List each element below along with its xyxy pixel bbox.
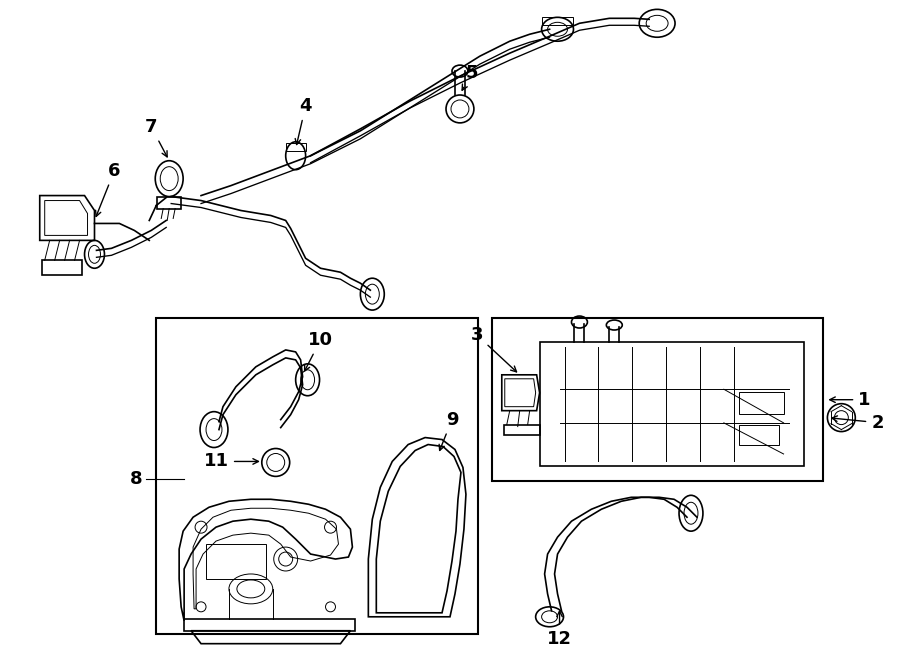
Bar [739, 392, 784, 414]
Text: 7: 7 [145, 118, 167, 157]
Text: 9: 9 [439, 410, 458, 450]
Text: 2: 2 [832, 414, 884, 432]
Bar [157, 318, 478, 634]
Text: 12: 12 [547, 611, 572, 648]
Bar [206, 544, 266, 579]
Text: 1: 1 [830, 391, 871, 408]
Text: 3: 3 [471, 326, 517, 372]
Bar [739, 425, 778, 446]
Text: 8: 8 [130, 471, 142, 488]
Text: 10: 10 [304, 331, 333, 371]
Text: 6: 6 [95, 162, 121, 216]
Text: 4: 4 [295, 97, 312, 145]
Text: 5: 5 [462, 64, 478, 91]
Bar [491, 318, 824, 481]
Text: 11: 11 [204, 452, 258, 471]
